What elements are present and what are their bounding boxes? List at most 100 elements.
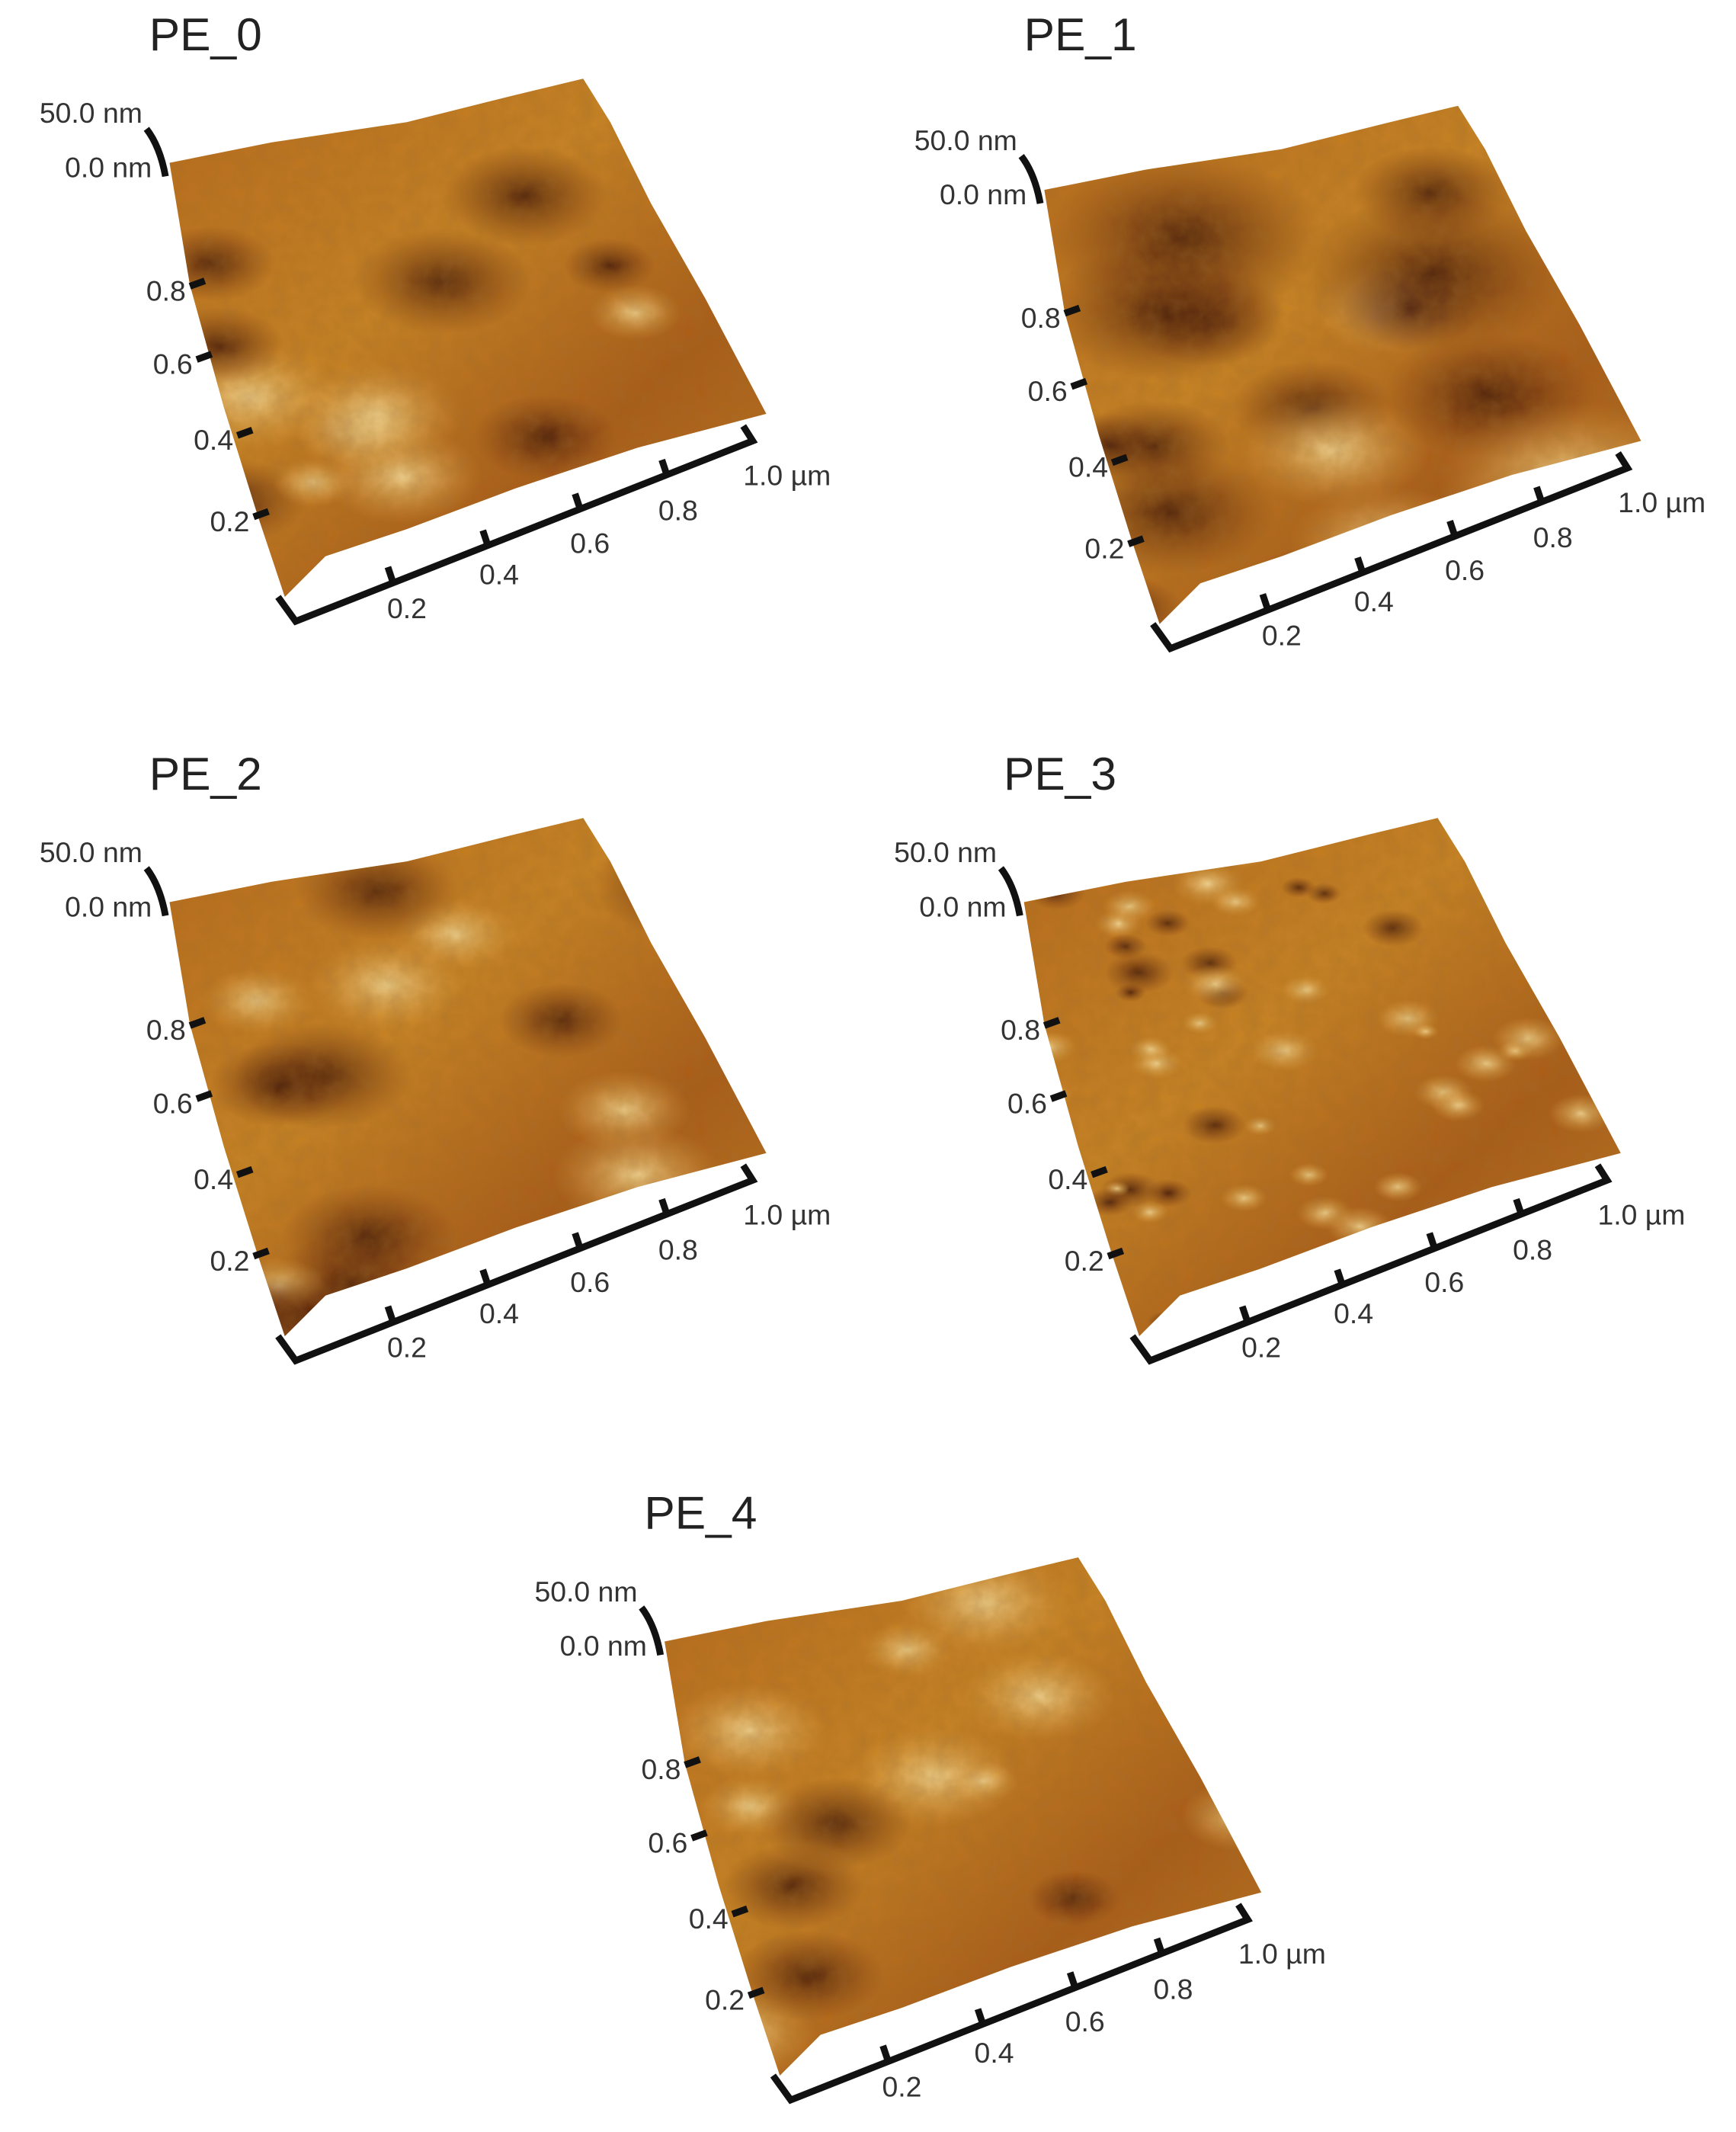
surface-feature xyxy=(1510,1277,1539,1294)
x-tick-label: 0.8 xyxy=(1513,1234,1552,1266)
z-axis xyxy=(639,1605,665,1656)
x-tick-label: 0.6 xyxy=(1424,1266,1464,1298)
y-tick-label: 0.6 xyxy=(153,348,193,380)
y-tick-label: 0.8 xyxy=(641,1753,681,1785)
surface-feature xyxy=(1571,994,1596,1009)
surface-feature xyxy=(627,819,767,919)
x-tick-label: 0.2 xyxy=(1262,619,1302,651)
y-tick xyxy=(252,1247,270,1260)
panel-title: PE_2 xyxy=(149,748,262,800)
y-tick xyxy=(1110,454,1129,466)
y-tick xyxy=(1043,1017,1061,1029)
y-tick xyxy=(1091,1165,1108,1178)
y-tick-label: 0.4 xyxy=(1068,451,1108,483)
y-tick-label: 0.2 xyxy=(1065,1245,1104,1277)
afm-panel: PE_0 50.0 nm 0.0 nm 0.2 0.4 0.6 0.8 0.2 0.4 0.6 0.… xyxy=(40,8,831,626)
x-tick-label: 1.0 µm xyxy=(1597,1198,1685,1230)
x-tick-label: 0.6 xyxy=(1065,2005,1105,2037)
x-tick xyxy=(1334,1268,1347,1287)
x-axis xyxy=(770,1903,1253,2105)
z-axis xyxy=(143,127,169,178)
y-tick xyxy=(235,1165,254,1178)
x-tick xyxy=(1238,1305,1251,1324)
x-tick-label: 0.2 xyxy=(882,2071,922,2103)
y-tick-label: 0.4 xyxy=(1048,1163,1087,1195)
x-axis xyxy=(275,1163,758,1365)
x-tick-label: 1.0 µm xyxy=(1238,1938,1326,1970)
afm-panel: PE_3 50.0 nm 0.0 nm 0.2 0.4 0.6 0.8 0.2 0.4 0.6 0.… xyxy=(894,748,1685,1365)
y-tick xyxy=(684,1756,701,1768)
y-tick xyxy=(188,1017,207,1029)
y-tick xyxy=(690,1829,708,1842)
surface-feature xyxy=(1154,1627,1251,1687)
y-tick xyxy=(195,351,213,363)
x-tick xyxy=(479,1268,492,1287)
x-tick xyxy=(1354,556,1366,575)
z-label: 0.0 nm xyxy=(940,178,1027,210)
x-tick-label: 1.0 µm xyxy=(743,459,831,491)
x-tick xyxy=(1153,1937,1166,1956)
y-tick-label: 0.6 xyxy=(153,1087,193,1119)
panel-title: PE_1 xyxy=(1024,8,1137,60)
y-tick-label: 0.6 xyxy=(1007,1087,1047,1119)
y-tick xyxy=(747,1986,765,1999)
y-tick xyxy=(188,277,207,290)
x-tick-label: 0.8 xyxy=(1533,521,1573,553)
surface-grain xyxy=(665,1557,1262,2076)
y-tick xyxy=(1127,535,1145,547)
x-tick-label: 0.2 xyxy=(1241,1332,1281,1364)
surface-texture xyxy=(169,79,767,598)
x-tick-label: 0.4 xyxy=(1354,585,1394,617)
surface-feature xyxy=(617,113,700,162)
z-label: 0.0 nm xyxy=(919,890,1006,922)
z-axis xyxy=(1018,153,1044,204)
x-tick xyxy=(1533,486,1545,505)
afm-panel: PE_2 50.0 nm 0.0 nm 0.2 0.4 0.6 0.8 0.2 0.4 0.6 0.… xyxy=(40,748,831,1365)
surface-grain xyxy=(169,818,767,1337)
y-tick-label: 0.4 xyxy=(194,424,233,456)
x-tick xyxy=(572,1232,584,1251)
z-axis xyxy=(998,866,1023,917)
x-tick xyxy=(1446,520,1459,539)
y-tick xyxy=(1107,1247,1125,1260)
surface-texture xyxy=(1044,105,1642,624)
x-tick xyxy=(658,458,671,478)
surface-feature xyxy=(618,829,745,905)
y-tick xyxy=(235,427,254,439)
z-label: 0.0 nm xyxy=(65,151,152,183)
afm-panel: PE_4 50.0 nm 0.0 nm 0.2 0.4 0.6 0.8 0.2 0.4 0.6 0.… xyxy=(534,1487,1326,2105)
z-label: 50.0 nm xyxy=(40,97,143,129)
x-tick xyxy=(1066,1971,1079,1990)
y-tick-label: 0.8 xyxy=(1001,1014,1040,1046)
x-tick-label: 0.4 xyxy=(1334,1297,1373,1329)
surface-feature xyxy=(1555,930,1617,967)
surface-grain xyxy=(1023,818,1621,1337)
panel-title: PE_0 xyxy=(149,8,262,60)
y-tick xyxy=(1070,377,1088,390)
afm-panel: PE_1 50.0 nm 0.0 nm 0.2 0.4 0.6 0.8 0.2 0.4 0.6 0.… xyxy=(914,8,1706,653)
x-tick-label: 0.4 xyxy=(479,558,519,590)
x-axis xyxy=(275,424,758,626)
y-tick xyxy=(252,508,270,521)
x-tick xyxy=(974,2008,987,2027)
x-tick-label: 0.2 xyxy=(387,592,427,624)
x-tick xyxy=(879,2044,892,2063)
y-tick-label: 0.6 xyxy=(1028,375,1068,407)
x-tick-label: 0.8 xyxy=(658,495,698,527)
x-tick-label: 0.4 xyxy=(479,1297,519,1329)
x-tick xyxy=(1513,1197,1526,1217)
y-tick-label: 0.8 xyxy=(146,274,186,306)
surface-feature xyxy=(1510,902,1569,938)
z-label: 50.0 nm xyxy=(534,1576,637,1608)
y-tick-label: 0.8 xyxy=(146,1014,186,1046)
x-axis xyxy=(1150,451,1633,653)
y-tick-label: 0.8 xyxy=(1021,302,1061,334)
x-tick xyxy=(384,1305,397,1324)
y-tick-label: 0.2 xyxy=(210,1245,250,1277)
z-label: 0.0 nm xyxy=(560,1630,647,1662)
x-tick-label: 0.6 xyxy=(1445,554,1485,586)
x-tick xyxy=(658,1197,671,1217)
panel-title: PE_4 xyxy=(644,1487,757,1539)
surface-texture xyxy=(169,818,767,1337)
x-axis xyxy=(1129,1163,1613,1365)
